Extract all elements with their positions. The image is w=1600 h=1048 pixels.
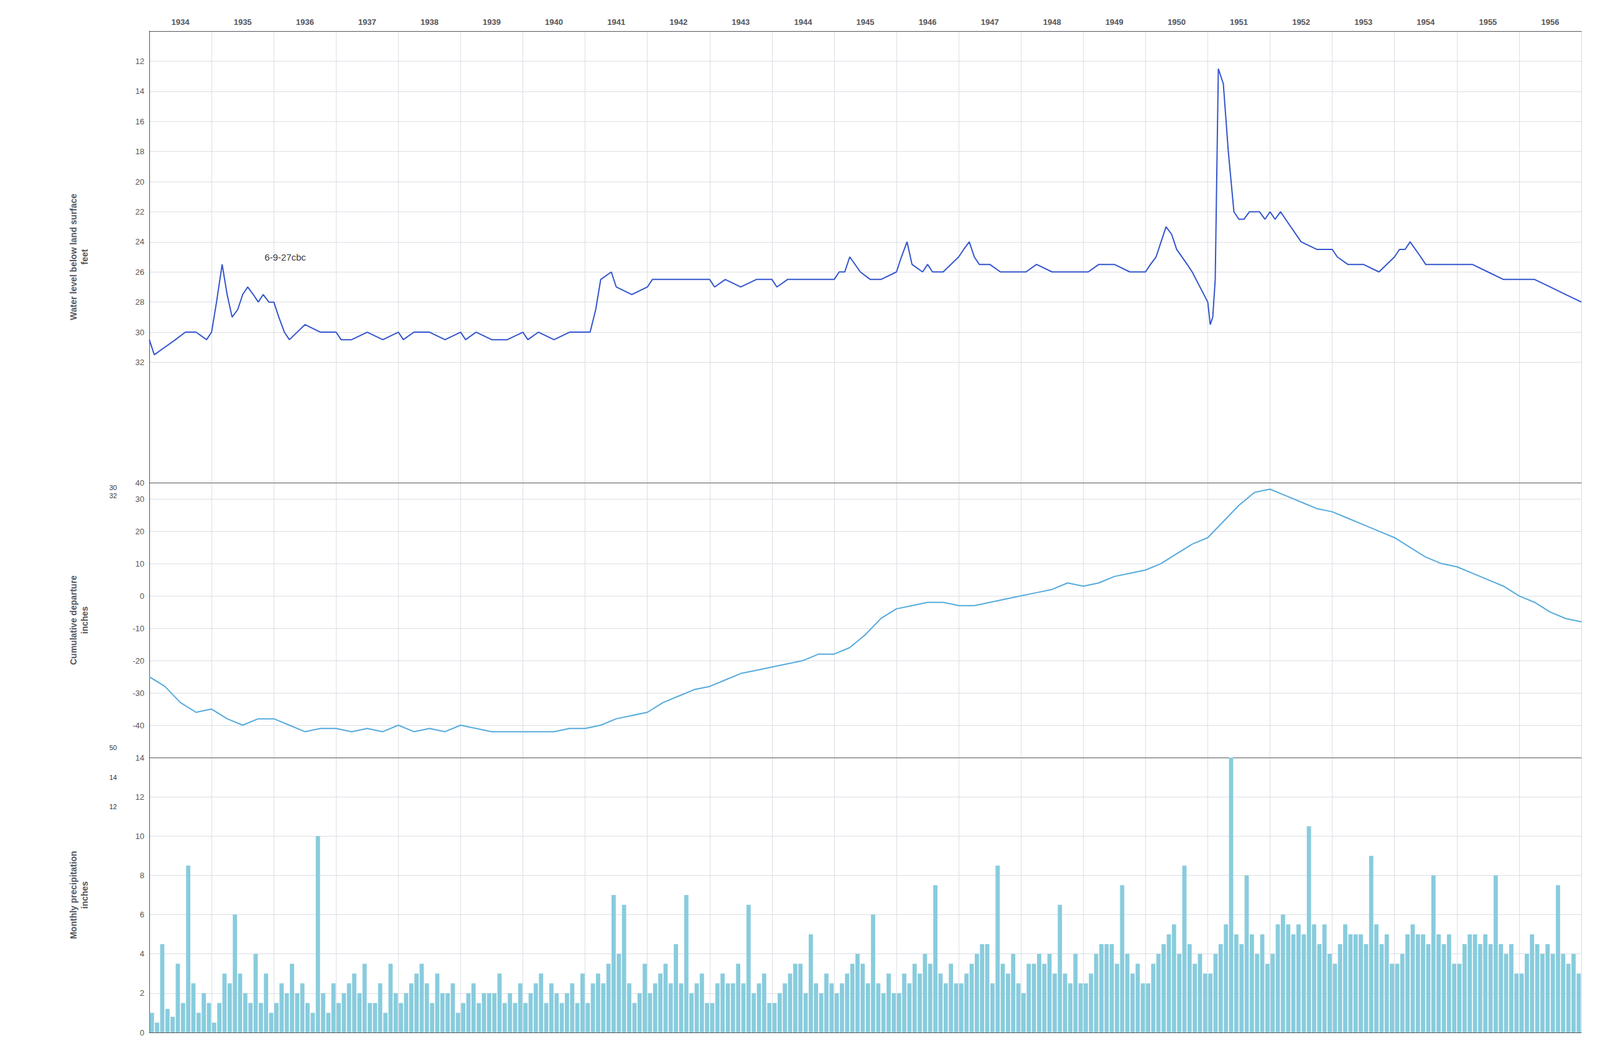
svg-text:-40: -40 — [132, 720, 145, 731]
svg-text:12: 12 — [135, 56, 145, 66]
svg-text:1945: 1945 — [856, 17, 875, 27]
svg-text:4: 4 — [139, 949, 145, 959]
svg-text:1941: 1941 — [607, 17, 626, 27]
svg-text:26: 26 — [135, 267, 145, 277]
svg-text:16: 16 — [135, 116, 145, 127]
svg-text:1942: 1942 — [669, 17, 688, 27]
svg-text:1953: 1953 — [1354, 17, 1373, 27]
svg-text:50: 50 — [109, 744, 117, 752]
svg-text:1956: 1956 — [1540, 17, 1559, 27]
svg-text:22: 22 — [135, 207, 145, 217]
svg-text:1943: 1943 — [731, 17, 750, 27]
svg-text:30: 30 — [135, 494, 145, 504]
svg-text:10: 10 — [135, 559, 145, 569]
svg-text:inches: inches — [79, 606, 90, 635]
svg-text:20: 20 — [135, 526, 145, 537]
svg-text:Monthly precipitation: Monthly precipitation — [68, 851, 79, 940]
svg-text:inches: inches — [79, 881, 90, 910]
svg-text:1947: 1947 — [981, 17, 1000, 27]
svg-text:32: 32 — [109, 492, 117, 500]
svg-text:20: 20 — [135, 177, 145, 187]
svg-text:1946: 1946 — [918, 17, 937, 27]
svg-text:30: 30 — [135, 327, 145, 338]
svg-text:14: 14 — [135, 86, 145, 96]
svg-text:12: 12 — [109, 803, 117, 811]
svg-text:1949: 1949 — [1105, 17, 1124, 27]
svg-text:1934: 1934 — [171, 17, 191, 27]
svg-text:12: 12 — [135, 792, 145, 802]
svg-text:14: 14 — [135, 753, 145, 763]
svg-text:1935: 1935 — [233, 17, 252, 27]
svg-text:Cumulative departure: Cumulative departure — [68, 575, 79, 666]
svg-text:1940: 1940 — [544, 17, 563, 27]
svg-text:1954: 1954 — [1416, 17, 1436, 27]
svg-text:40: 40 — [135, 478, 145, 488]
svg-text:1944: 1944 — [793, 17, 813, 27]
svg-text:8: 8 — [139, 870, 145, 881]
svg-text:0: 0 — [139, 591, 145, 601]
svg-text:2: 2 — [139, 988, 145, 998]
svg-text:14: 14 — [109, 773, 117, 782]
svg-text:1950: 1950 — [1167, 17, 1186, 27]
svg-text:1952: 1952 — [1292, 17, 1311, 27]
svg-text:1948: 1948 — [1043, 17, 1062, 27]
svg-text:1938: 1938 — [420, 17, 439, 27]
svg-text:1951: 1951 — [1229, 17, 1248, 27]
svg-text:-10: -10 — [132, 623, 145, 634]
svg-text:30: 30 — [109, 483, 117, 492]
svg-text:1937: 1937 — [358, 17, 377, 27]
svg-text:0: 0 — [139, 1028, 145, 1038]
svg-text:6-9-27cbc: 6-9-27cbc — [264, 251, 307, 263]
svg-text:32: 32 — [135, 357, 145, 368]
svg-text:1936: 1936 — [296, 17, 315, 27]
svg-text:28: 28 — [135, 297, 145, 307]
svg-text:-20: -20 — [132, 656, 145, 666]
svg-text:1955: 1955 — [1478, 17, 1497, 27]
svg-text:24: 24 — [135, 237, 145, 247]
svg-text:1939: 1939 — [482, 17, 501, 27]
svg-text:-30: -30 — [132, 688, 145, 698]
svg-text:6: 6 — [139, 910, 145, 920]
svg-text:10: 10 — [135, 831, 145, 842]
svg-text:feet: feet — [79, 248, 90, 265]
svg-text:18: 18 — [135, 146, 145, 157]
svg-text:Water level below land surface: Water level below land surface — [68, 193, 79, 321]
